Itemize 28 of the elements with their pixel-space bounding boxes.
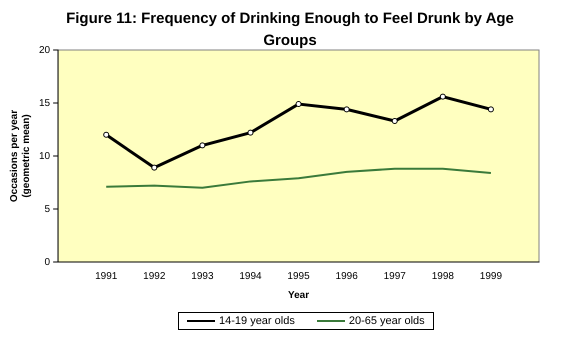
y-tick-label: 15 xyxy=(39,98,51,109)
point xyxy=(344,106,350,112)
x-tick-label: 1996 xyxy=(336,270,358,282)
y-tick-label: 20 xyxy=(39,44,51,56)
x-tick-label: 1999 xyxy=(480,270,502,282)
x-axis-title: Year xyxy=(288,290,310,301)
x-tick-label: 1992 xyxy=(143,270,166,282)
x-tick-label: 1997 xyxy=(384,270,406,282)
point xyxy=(103,132,110,138)
legend-label: 14-19 year olds xyxy=(218,315,295,327)
y-tick-label: 10 xyxy=(39,150,51,162)
x-tick-label: 1995 xyxy=(287,270,310,282)
x-tick-label: 1991 xyxy=(95,270,118,282)
point xyxy=(199,142,206,148)
point xyxy=(247,130,254,136)
legend-label: 20-65 year olds xyxy=(348,315,425,327)
x-tick-label: 1998 xyxy=(432,270,454,282)
point xyxy=(440,94,446,100)
point xyxy=(488,106,494,112)
x-tick-label: 1994 xyxy=(239,270,262,282)
point xyxy=(296,101,302,108)
y-axis-title: Occasions per year (geometric mean) xyxy=(8,110,32,202)
y-tick-label: 0 xyxy=(44,256,51,268)
chart-title: Figure 11: Frequency of Drinking Enough to Feel Drunk by Age Groups xyxy=(65,9,515,51)
point xyxy=(392,118,398,124)
y-tick-label: 5 xyxy=(44,204,51,215)
point xyxy=(151,164,158,171)
x-tick-label: 1993 xyxy=(191,270,214,282)
